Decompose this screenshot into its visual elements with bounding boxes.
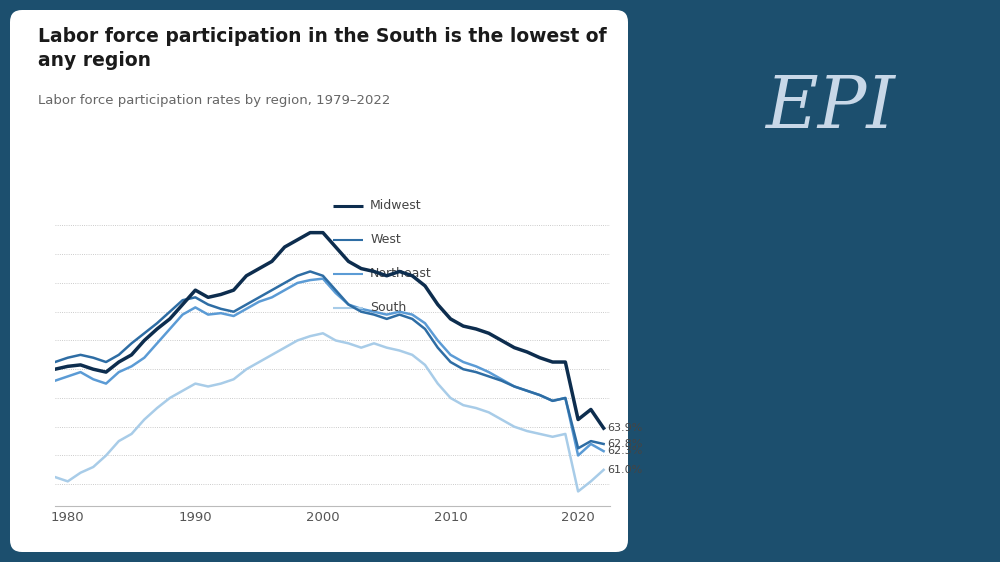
- Text: Labor force participation rates by region, 1979–2022: Labor force participation rates by regio…: [38, 94, 390, 107]
- Text: 62.8%: 62.8%: [607, 439, 643, 449]
- Text: EPI: EPI: [765, 72, 895, 143]
- Text: South: South: [370, 301, 406, 315]
- Text: 61.0%: 61.0%: [607, 465, 643, 475]
- Text: Northeast: Northeast: [370, 268, 432, 280]
- Text: 63.9%: 63.9%: [607, 423, 643, 433]
- Text: 62.3%: 62.3%: [607, 446, 643, 456]
- FancyBboxPatch shape: [10, 10, 628, 552]
- Text: West: West: [370, 233, 401, 247]
- Text: Midwest: Midwest: [370, 200, 422, 212]
- Text: Labor force participation in the South is the lowest of
any region: Labor force participation in the South i…: [38, 27, 607, 70]
